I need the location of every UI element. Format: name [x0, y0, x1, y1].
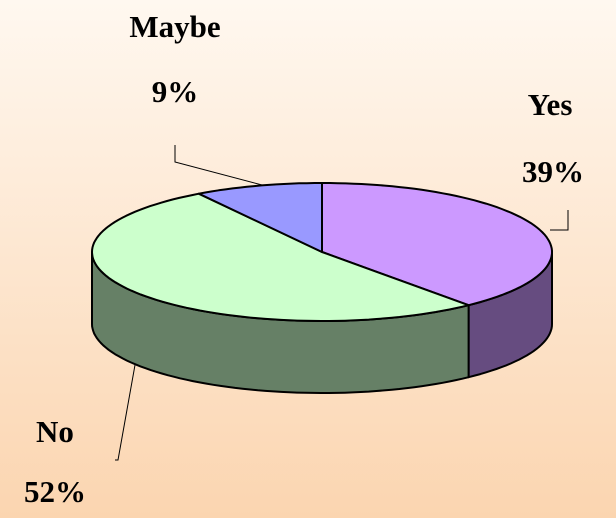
leader-line	[174, 145, 263, 186]
value-label: 52%	[24, 474, 86, 509]
category-label: Maybe	[129, 9, 220, 44]
leader-line	[115, 364, 136, 461]
leader-line	[550, 210, 569, 231]
leader-lines	[115, 145, 569, 461]
value-label: 9%	[152, 74, 199, 109]
pie-slice	[91, 192, 470, 322]
category-label: No	[36, 414, 74, 449]
category-label: Yes	[528, 87, 573, 122]
pie-slice	[321, 182, 553, 307]
labels: Yes 39% No 52% Maybe 9%	[24, 9, 584, 509]
value-label: 39%	[522, 154, 584, 189]
pie-slice	[197, 182, 323, 253]
pie	[91, 182, 553, 394]
